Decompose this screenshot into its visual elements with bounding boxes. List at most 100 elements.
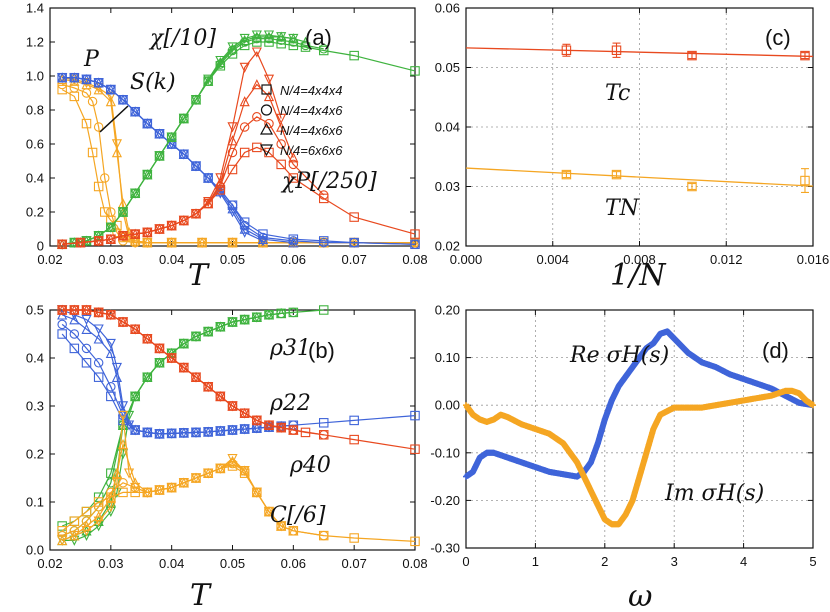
data-point xyxy=(318,430,329,440)
x-tick-label: 2 xyxy=(601,554,608,569)
series-rho22 xyxy=(57,319,299,439)
data-point xyxy=(81,358,92,368)
data-point xyxy=(410,239,420,250)
x-tick-label: 0.08 xyxy=(402,556,427,571)
annotation-S-pointer xyxy=(99,105,129,133)
data-point xyxy=(592,446,599,453)
fit-line xyxy=(465,47,814,58)
data-point xyxy=(75,237,86,249)
data-point xyxy=(166,139,177,150)
data-point xyxy=(300,36,311,47)
data-point xyxy=(166,132,177,143)
plot-frame xyxy=(465,7,814,247)
data-point xyxy=(645,441,652,448)
data-point xyxy=(166,348,177,359)
data-point xyxy=(69,343,80,354)
x-tick-label: 0.07 xyxy=(342,252,367,267)
data-point xyxy=(105,96,116,107)
data-point xyxy=(227,164,238,175)
data-point xyxy=(276,113,287,124)
data-point xyxy=(252,112,262,122)
data-point xyxy=(591,449,598,456)
data-point xyxy=(117,401,129,412)
data-point xyxy=(227,317,238,328)
data-point xyxy=(203,173,214,184)
data-point xyxy=(349,50,359,61)
x-axis-label-a: T xyxy=(188,258,210,293)
data-point xyxy=(257,233,269,244)
data-point xyxy=(106,207,116,217)
data-point xyxy=(800,50,810,61)
data-point xyxy=(288,159,299,170)
data-point xyxy=(215,55,226,67)
data-point xyxy=(130,324,141,335)
data-point xyxy=(130,229,141,240)
data-point xyxy=(69,314,80,325)
data-point xyxy=(239,33,250,45)
data-point xyxy=(81,79,92,90)
data-point xyxy=(105,84,116,96)
data-point xyxy=(93,333,104,344)
data-point xyxy=(227,454,238,465)
data-point xyxy=(239,466,250,477)
data-point xyxy=(263,74,275,85)
data-point xyxy=(318,190,329,200)
y-tick-label: 0.5 xyxy=(26,303,44,318)
data-point xyxy=(587,459,594,466)
x-tick-label: 0.07 xyxy=(342,556,367,571)
data-point xyxy=(571,456,578,463)
data-point xyxy=(93,236,104,247)
data-point xyxy=(123,468,135,479)
data-point xyxy=(118,487,128,498)
series-line xyxy=(62,77,264,242)
data-point xyxy=(203,468,214,479)
data-point xyxy=(166,237,177,249)
data-point xyxy=(57,535,68,546)
data-point xyxy=(69,329,80,339)
data-point xyxy=(105,91,116,102)
data-point xyxy=(178,338,189,350)
y-tick-label: 0.06 xyxy=(435,1,460,16)
data-point xyxy=(263,30,275,41)
y-tick-label: 0.6 xyxy=(26,137,44,152)
series-rho22 xyxy=(57,305,275,440)
data-point xyxy=(605,406,612,413)
data-point xyxy=(601,416,608,423)
panel-a: 0.02 0.03 0.04 0.05 0.06 0.07 0.08 0 0.2 0.4 0.6 0.… xyxy=(26,1,428,268)
data-point xyxy=(263,31,275,42)
data-point xyxy=(687,181,697,192)
y-tick-label: 0.1 xyxy=(26,495,44,510)
data-point xyxy=(598,428,605,435)
data-point xyxy=(630,493,637,500)
series-rho22 xyxy=(57,309,287,439)
data-point xyxy=(349,434,359,445)
data-point xyxy=(251,31,262,42)
data-point xyxy=(154,129,165,140)
data-point xyxy=(649,429,656,436)
series-chip xyxy=(57,47,287,250)
data-point xyxy=(117,410,129,422)
data-point xyxy=(166,220,177,232)
data-point xyxy=(81,305,92,316)
data-point xyxy=(142,237,153,249)
data-point xyxy=(93,324,104,335)
x-tick-label: 0 xyxy=(462,554,469,569)
data-point xyxy=(562,443,569,450)
data-point xyxy=(288,307,299,318)
data-point xyxy=(57,319,67,330)
y-tick-label: 1.0 xyxy=(26,69,44,84)
data-point xyxy=(276,38,286,49)
data-point xyxy=(318,418,329,428)
data-point xyxy=(611,169,622,180)
data-point xyxy=(644,445,651,452)
data-point xyxy=(105,502,116,513)
data-point xyxy=(81,323,92,334)
data-point xyxy=(288,152,299,163)
data-point xyxy=(636,473,643,480)
data-point xyxy=(670,334,677,341)
legend-marker-square xyxy=(261,84,272,95)
data-point xyxy=(564,446,571,453)
annotation-chiP: χP[/250] xyxy=(280,169,377,194)
y-tick-label: -0.30 xyxy=(430,541,460,556)
x-axis-label-c: 1/N xyxy=(610,258,667,293)
